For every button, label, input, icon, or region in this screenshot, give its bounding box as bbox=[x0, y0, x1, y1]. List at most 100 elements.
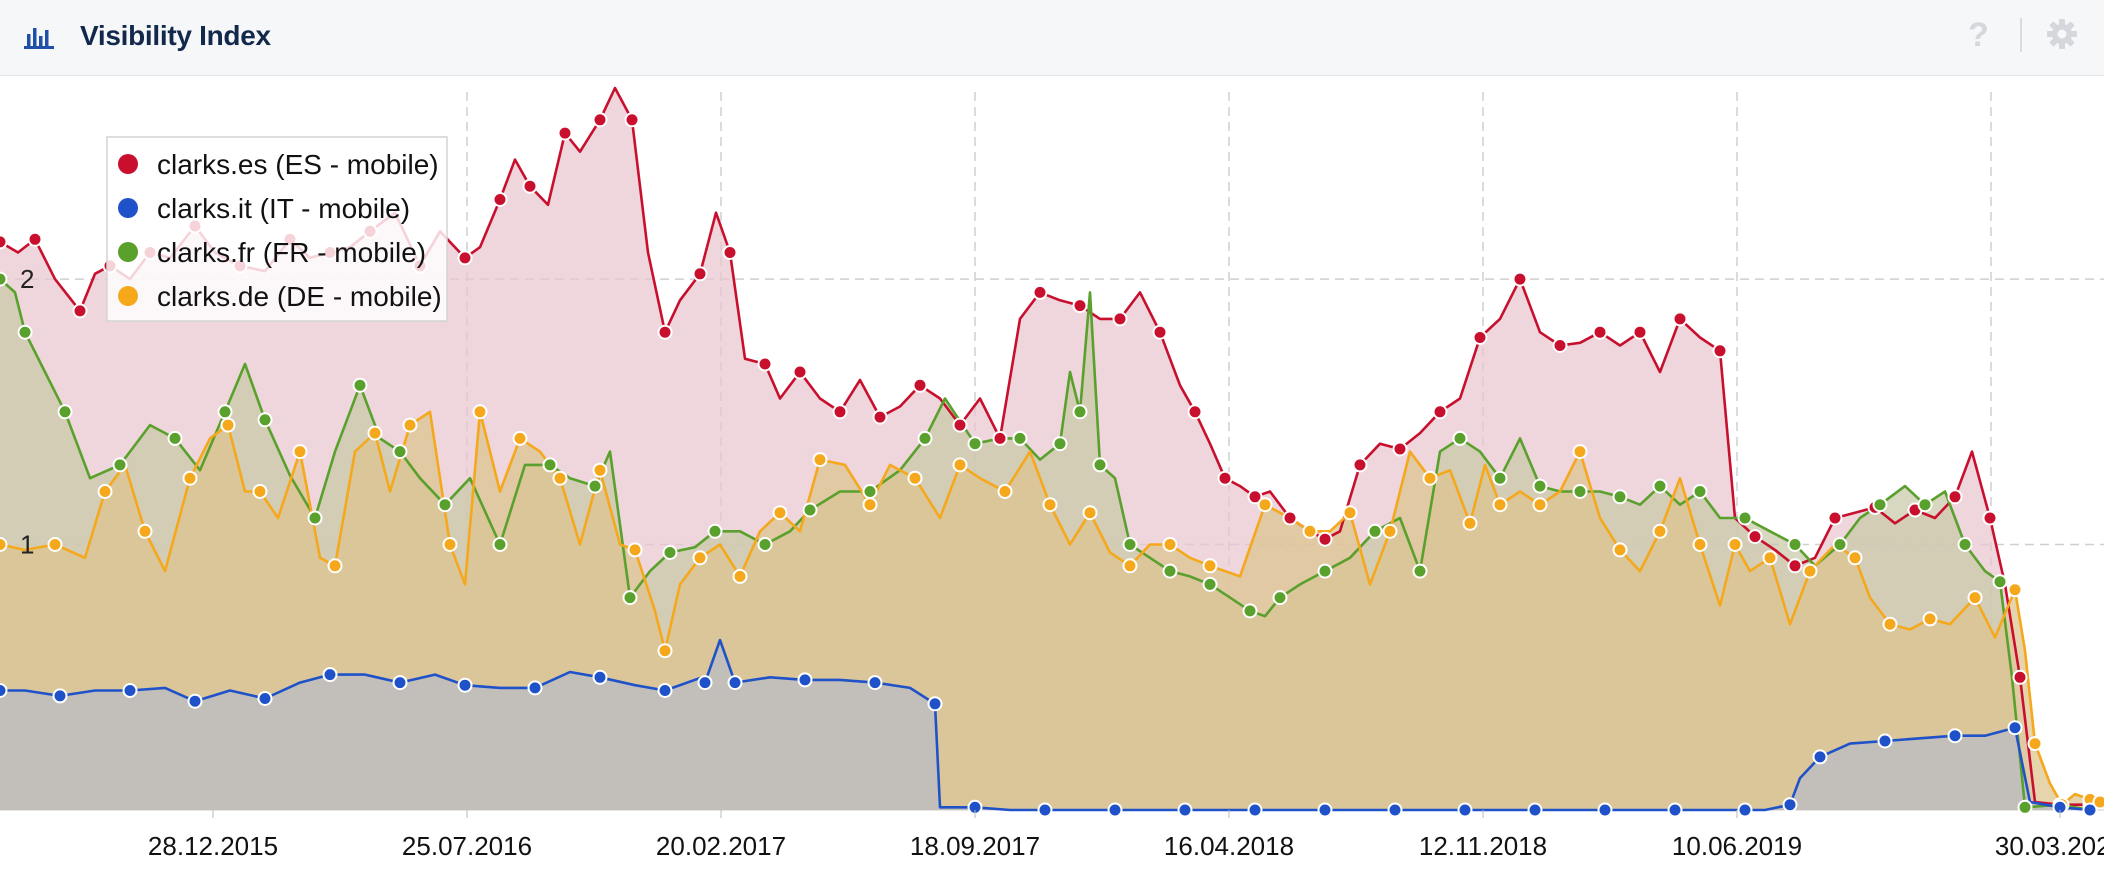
legend-label: clarks.fr (FR - mobile) bbox=[157, 237, 426, 268]
data-point bbox=[1872, 497, 1888, 513]
data-point bbox=[522, 178, 538, 194]
data-point bbox=[52, 688, 68, 704]
data-point bbox=[1632, 324, 1648, 340]
x-tick-label: 10.06.2019 bbox=[1672, 831, 1802, 861]
data-point bbox=[1037, 802, 1053, 818]
data-point bbox=[722, 245, 738, 260]
data-point bbox=[1257, 497, 1273, 513]
data-point bbox=[662, 545, 678, 560]
data-point bbox=[252, 484, 268, 499]
data-point bbox=[220, 417, 236, 433]
data-point bbox=[992, 430, 1008, 446]
data-point bbox=[1162, 563, 1178, 579]
data-point bbox=[1367, 523, 1383, 539]
data-point bbox=[1412, 563, 1428, 579]
chart-legend[interactable]: clarks.es (ES - mobile) clarks.it (IT - m… bbox=[106, 136, 448, 322]
data-point bbox=[472, 404, 488, 420]
data-point bbox=[527, 680, 543, 696]
data-point bbox=[1217, 470, 1233, 486]
data-point bbox=[1572, 484, 1588, 499]
data-point bbox=[1882, 616, 1898, 632]
data-point bbox=[1457, 802, 1473, 818]
data-point bbox=[592, 112, 608, 128]
data-point bbox=[1692, 537, 1708, 552]
data-point bbox=[1317, 563, 1333, 579]
data-point bbox=[1947, 728, 1963, 744]
series-areas bbox=[0, 88, 2100, 811]
data-point bbox=[0, 271, 8, 287]
data-point bbox=[257, 412, 273, 428]
data-point bbox=[862, 484, 878, 499]
data-point bbox=[1592, 324, 1608, 340]
legend-marker bbox=[118, 154, 138, 174]
data-point bbox=[1432, 404, 1448, 420]
chart-header: Visibility Index ? bbox=[0, 0, 2104, 76]
data-point bbox=[292, 444, 308, 460]
data-point bbox=[1532, 497, 1548, 513]
data-point bbox=[1832, 537, 1848, 552]
data-point bbox=[1342, 505, 1358, 521]
data-point bbox=[307, 510, 323, 526]
data-point bbox=[692, 550, 708, 566]
data-point bbox=[1387, 802, 1403, 818]
data-point bbox=[1472, 330, 1488, 345]
data-point bbox=[1422, 470, 1438, 486]
data-point bbox=[167, 430, 183, 446]
data-point bbox=[1782, 797, 1798, 813]
gear-icon[interactable] bbox=[2046, 18, 2078, 55]
data-point bbox=[1532, 478, 1548, 494]
data-point bbox=[1847, 550, 1863, 566]
data-point bbox=[1812, 749, 1828, 765]
data-point bbox=[1282, 510, 1298, 526]
help-icon[interactable]: ? bbox=[1968, 16, 1989, 54]
series-line bbox=[0, 278, 2091, 812]
data-point bbox=[1072, 404, 1088, 420]
data-point bbox=[1392, 441, 1408, 457]
legend-label: clarks.it (IT - mobile) bbox=[157, 193, 410, 224]
data-point bbox=[257, 691, 273, 706]
data-point bbox=[57, 404, 73, 420]
data-point bbox=[1737, 802, 1753, 818]
data-point bbox=[927, 696, 943, 712]
data-point bbox=[867, 675, 883, 691]
data-point bbox=[1612, 542, 1628, 558]
data-point bbox=[97, 484, 113, 499]
data-point bbox=[1652, 478, 1668, 494]
data-point bbox=[1317, 802, 1333, 818]
data-point bbox=[1317, 531, 1333, 547]
data-point bbox=[757, 537, 773, 552]
data-point bbox=[1452, 430, 1468, 446]
data-point bbox=[0, 683, 8, 698]
data-point bbox=[327, 558, 343, 574]
data-point bbox=[1092, 457, 1108, 473]
data-point bbox=[757, 356, 773, 372]
data-point bbox=[1967, 590, 1983, 606]
data-point bbox=[1612, 489, 1628, 505]
data-point bbox=[1492, 470, 1508, 486]
data-point bbox=[0, 234, 8, 250]
data-point bbox=[1727, 537, 1743, 552]
data-point bbox=[1272, 590, 1288, 606]
data-point bbox=[457, 250, 473, 266]
data-point bbox=[122, 683, 138, 698]
data-point bbox=[1177, 802, 1193, 818]
legend-marker bbox=[118, 242, 138, 262]
data-point bbox=[322, 667, 338, 683]
data-point bbox=[1122, 537, 1138, 552]
data-point bbox=[27, 231, 43, 247]
data-point bbox=[1922, 611, 1938, 627]
data-point bbox=[697, 675, 713, 691]
legend-label: clarks.es (ES - mobile) bbox=[157, 149, 439, 180]
data-point bbox=[1202, 576, 1218, 592]
data-point bbox=[1692, 484, 1708, 499]
data-point bbox=[1012, 430, 1028, 446]
data-point bbox=[1982, 510, 1998, 526]
data-point bbox=[1382, 523, 1398, 539]
data-point bbox=[1492, 497, 1508, 513]
data-point bbox=[72, 303, 88, 319]
legend-label: clarks.de (DE - mobile) bbox=[157, 281, 442, 312]
data-point bbox=[1712, 343, 1728, 359]
data-point bbox=[707, 523, 723, 539]
data-point bbox=[772, 505, 788, 521]
data-point bbox=[862, 497, 878, 513]
